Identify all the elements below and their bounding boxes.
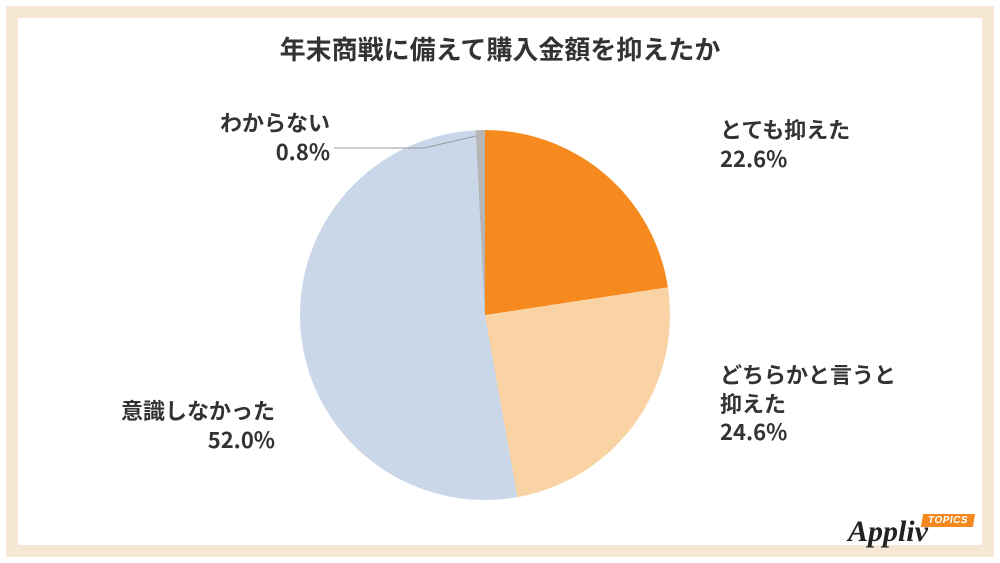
slice-caption-unknown: わからない 0.8% bbox=[220, 108, 330, 165]
brand-logo: ApplivTOPICS bbox=[848, 515, 980, 549]
caption-line: 22.6% bbox=[720, 144, 850, 173]
leader-lines bbox=[0, 0, 1000, 563]
slice-caption-somewhat: どちらかと言うと 抑えた 24.6% bbox=[720, 360, 896, 446]
caption-line: 抑えた bbox=[720, 389, 896, 418]
caption-line: 24.6% bbox=[720, 417, 896, 446]
brand-tag: TOPICS bbox=[921, 514, 975, 527]
caption-line: どちらかと言うと bbox=[720, 360, 896, 389]
chart-frame: 年末商戦に備えて購入金額を抑えたか とても抑えた 22.6% どちらかと言うと … bbox=[0, 0, 1000, 563]
caption-line: 52.0% bbox=[121, 425, 275, 454]
caption-line: わからない bbox=[220, 108, 330, 137]
caption-line: 0.8% bbox=[220, 137, 330, 166]
caption-line: とても抑えた bbox=[720, 115, 850, 144]
leader-line bbox=[334, 136, 476, 148]
slice-caption-not: 意識しなかった 52.0% bbox=[121, 396, 275, 453]
caption-line: 意識しなかった bbox=[121, 396, 275, 425]
brand-name: Appliv bbox=[848, 515, 928, 548]
slice-caption-very: とても抑えた 22.6% bbox=[720, 115, 850, 172]
